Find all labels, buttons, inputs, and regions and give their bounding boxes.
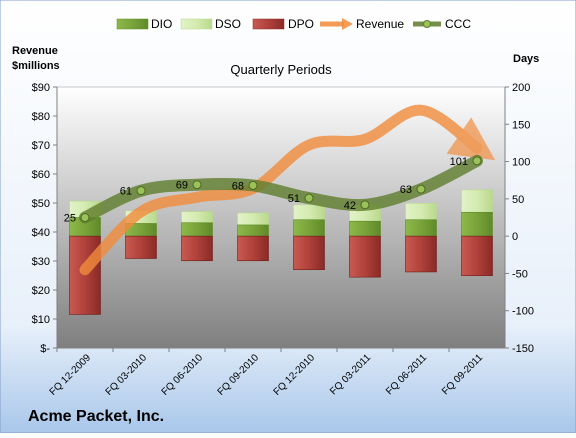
ccc-point	[416, 184, 426, 194]
legend-item-revenue: Revenue	[320, 17, 404, 31]
bar-dpo	[405, 235, 437, 273]
right-axis-tick-label: 0	[512, 231, 518, 243]
bar-dso	[237, 212, 269, 226]
bar-dio	[405, 219, 437, 237]
bar-dpo	[125, 235, 157, 259]
bar-dio	[461, 211, 493, 237]
left-axis-label-line1: Revenue	[12, 45, 58, 57]
legend: DIO DSO DPO Revenue CCC	[116, 17, 471, 31]
legend-label-dso: DSO	[215, 17, 241, 31]
left-axis-tick-label: $30	[32, 256, 50, 268]
ccc-point	[192, 180, 202, 190]
bar-dso	[293, 204, 325, 221]
left-axis-tick-label: $70	[32, 140, 50, 152]
legend-label-revenue: Revenue	[356, 17, 404, 31]
ccc-data-label: 101	[450, 156, 468, 168]
ccc-line	[79, 154, 483, 224]
ccc-data-label: 69	[176, 180, 188, 192]
ccc-point	[360, 200, 370, 210]
left-axis-tick-label: $20	[32, 285, 50, 297]
right-axis-tick-label: 150	[512, 119, 530, 131]
bar-dpo	[237, 235, 269, 262]
bar-dpo	[181, 235, 213, 262]
lines-layer	[79, 104, 496, 276]
left-axis-tick-label: $-	[40, 343, 50, 355]
legend-label-dpo: DPO	[288, 17, 314, 31]
bar-dio	[293, 219, 325, 237]
chart-title: Quarterly Periods	[230, 62, 332, 77]
right-axis-tick-label: -50	[512, 268, 528, 280]
left-axis-label-line2: $millions	[12, 60, 60, 72]
ccc-data-label: 61	[120, 186, 132, 198]
bar-dpo	[69, 235, 101, 315]
legend-item-dio: DIO	[116, 17, 172, 31]
legend-item-dso: DSO	[180, 17, 241, 31]
right-axis-tick-label: 200	[512, 82, 530, 94]
right-axis-label: Days	[513, 53, 539, 65]
left-axis-tick-label: $60	[32, 169, 50, 181]
ccc-data-label: 68	[232, 180, 244, 192]
right-axis-tick-label: 50	[512, 194, 524, 206]
right-axis-tick-label: 100	[512, 157, 530, 169]
revenue-line	[79, 104, 496, 276]
right-axis-tick-label: -150	[512, 343, 534, 355]
legend-item-dpo: DPO	[252, 17, 314, 31]
ccc-data-label: 42	[344, 200, 356, 212]
left-axis-tick-label: $80	[32, 111, 50, 123]
bar-dso	[405, 203, 437, 221]
bar-dio	[181, 222, 213, 237]
left-axis-tick-label: $10	[32, 314, 50, 326]
bar-dpo	[349, 235, 381, 278]
ccc-data-label: 51	[288, 193, 300, 205]
ccc-data-label: 25	[64, 213, 76, 225]
ccc-point	[248, 180, 258, 190]
bar-dso	[461, 189, 493, 213]
legend-label-dio: DIO	[151, 17, 172, 31]
bar-dso	[181, 211, 213, 224]
bar-dpo	[293, 235, 325, 270]
legend-item-ccc: CCC	[413, 17, 471, 31]
plot-area	[56, 86, 506, 349]
ccc-point	[304, 193, 314, 203]
ccc-point	[80, 213, 90, 222]
ccc-data-label: 63	[400, 184, 412, 196]
bar-dpo	[461, 235, 493, 276]
right-axis-tick-label: -100	[512, 306, 534, 318]
ccc-point	[136, 186, 146, 196]
bar-dio	[237, 224, 269, 237]
labels-layer: 25 61 69 68 51 42 63 101	[64, 156, 468, 225]
left-axis-tick-label: $40	[32, 227, 50, 239]
legend-label-ccc: CCC	[445, 17, 471, 31]
ccc-point	[472, 156, 482, 166]
company-name: Acme Packet, Inc.	[28, 408, 164, 425]
bar-dio	[349, 220, 381, 237]
left-axis-tick-label: $90	[32, 82, 50, 94]
left-axis-tick-label: $50	[32, 198, 50, 210]
